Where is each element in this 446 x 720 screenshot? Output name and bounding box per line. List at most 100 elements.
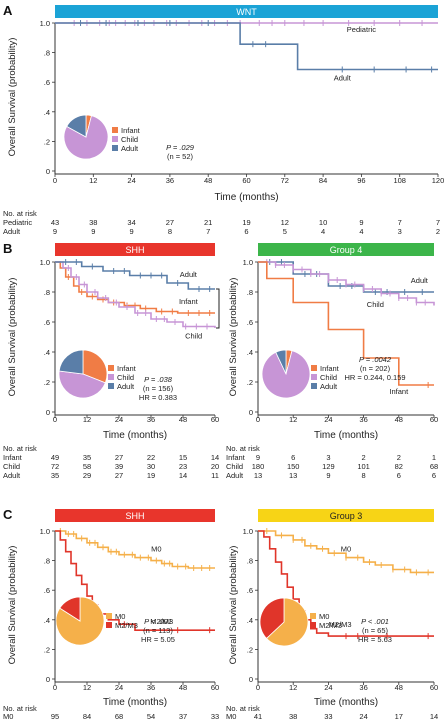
y-tick-label: .4 — [247, 616, 253, 625]
pie-slice-child — [261, 350, 311, 399]
legend-swatch — [108, 374, 114, 380]
at-risk-row-label: Adult — [3, 471, 21, 480]
panel-header-bar — [55, 5, 438, 18]
y-axis-title: Overall Survival (probability) — [7, 278, 18, 397]
x-tick-label: 84 — [319, 176, 327, 185]
at-risk-value: 43 — [51, 218, 59, 227]
pie-slice-infant — [82, 349, 108, 384]
at-risk-value: 13 — [254, 471, 262, 480]
stat-text: HR = 5.63 — [358, 635, 392, 644]
at-risk-row-label: Infant — [3, 453, 23, 462]
panel-header-title: Group 4 — [330, 245, 363, 255]
at-risk-value: 6 — [432, 471, 436, 480]
x-tick-label: 60 — [211, 415, 219, 424]
at-risk-value: 150 — [287, 462, 300, 471]
km-curve-m2m3 — [55, 530, 215, 631]
legend-swatch — [112, 127, 118, 133]
x-tick-label: 36 — [166, 176, 174, 185]
curve-label: Adult — [411, 276, 429, 285]
y-tick-label: 1.0 — [243, 258, 253, 267]
at-risk-row-label: Child — [3, 462, 20, 471]
y-tick-label: .4 — [44, 616, 50, 625]
legend-label: Child — [320, 373, 337, 382]
at-risk-value: 1 — [432, 453, 436, 462]
stat-text: P < .001 — [361, 617, 389, 626]
significance-bracket — [216, 288, 220, 329]
x-tick-label: 0 — [256, 415, 260, 424]
legend-swatch — [112, 136, 118, 142]
y-axis-title: Overall Survival (probability) — [7, 38, 18, 157]
x-tick-label: 0 — [256, 683, 260, 692]
at-risk-value: 68 — [115, 712, 123, 720]
legend-swatch — [310, 613, 316, 619]
km-curve-adult — [55, 261, 215, 290]
km-curve-adult — [55, 22, 438, 71]
x-tick-label: 24 — [324, 415, 332, 424]
legend-label: Infant — [117, 364, 137, 373]
at-risk-value: 8 — [168, 227, 172, 236]
at-risk-value: 9 — [91, 227, 95, 236]
pie-slice-m2m3 — [259, 597, 285, 639]
at-risk-value: 95 — [51, 712, 59, 720]
y-tick-label: .2 — [44, 378, 50, 387]
pie-slice-adult — [58, 349, 84, 375]
y-tick-label: 0 — [46, 408, 50, 417]
at-risk-value: 68 — [430, 462, 438, 471]
panel-header-title: WNT — [236, 7, 257, 17]
y-tick-label: .2 — [247, 378, 253, 387]
stat-text: P = .038 — [144, 375, 173, 384]
at-risk-value: 21 — [204, 218, 212, 227]
x-tick-label: 72 — [281, 176, 289, 185]
at-risk-value: 84 — [83, 712, 91, 720]
at-risk-value: 9 — [256, 453, 260, 462]
km-curve-infant — [258, 261, 434, 386]
panel-letter: B — [3, 241, 12, 256]
x-tick-label: 24 — [115, 683, 123, 692]
x-axis-title: Time (months) — [103, 430, 167, 441]
at-risk-row-label: Adult — [3, 227, 21, 236]
legend-label: Adult — [320, 382, 338, 391]
y-tick-label: 0 — [46, 675, 50, 684]
at-risk-value: 6 — [291, 453, 295, 462]
legend-label: Adult — [117, 382, 135, 391]
at-risk-value: 180 — [252, 462, 265, 471]
at-risk-value: 24 — [359, 712, 367, 720]
y-tick-label: .6 — [44, 318, 50, 327]
at-risk-value: 58 — [83, 462, 91, 471]
at-risk-header: No. at risk — [226, 444, 260, 453]
y-tick-label: .2 — [44, 645, 50, 654]
x-axis-title: Time (months) — [314, 697, 378, 708]
curve-label: Infant — [389, 387, 409, 396]
at-risk-row-label: Adult — [226, 471, 244, 480]
at-risk-value: 39 — [115, 462, 123, 471]
at-risk-value: 9 — [130, 227, 134, 236]
stat-text: P = .029 — [166, 143, 195, 152]
x-tick-label: 48 — [395, 683, 403, 692]
at-risk-value: 33 — [211, 712, 219, 720]
legend-label: M2/M3 — [319, 621, 342, 630]
at-risk-header: No. at risk — [3, 444, 37, 453]
legend-label: M2/M3 — [115, 621, 138, 630]
legend-label: Infant — [320, 364, 340, 373]
at-risk-value: 6 — [244, 227, 248, 236]
panel-header-bar — [55, 509, 215, 522]
panel-header-title: Group 3 — [330, 511, 363, 521]
panel-c1: C SHH 0 .2 .4 .6 .8 1.0 0 12 24 36 48 60 Overall Survi… — [3, 507, 219, 720]
stat-text: (n = 65) — [362, 626, 389, 635]
km-curve-child — [55, 261, 216, 328]
legend-label: Child — [117, 373, 134, 382]
panel-b1: B SHH 0 .2 .4 .6 .8 1.0 0 12 24 36 48 60 Overall Survi… — [3, 241, 220, 480]
x-tick-label: 36 — [359, 415, 367, 424]
at-risk-row-label: Child — [226, 462, 243, 471]
stat-text: HR = 5.05 — [141, 635, 175, 644]
legend-label: M0 — [115, 612, 125, 621]
at-risk-value: 129 — [322, 462, 335, 471]
at-risk-value: 82 — [395, 462, 403, 471]
curve-label: Pediatric — [347, 25, 376, 34]
at-risk-value: 8 — [362, 471, 366, 480]
y-tick-label: 0 — [249, 408, 253, 417]
at-risk-value: 27 — [115, 471, 123, 480]
